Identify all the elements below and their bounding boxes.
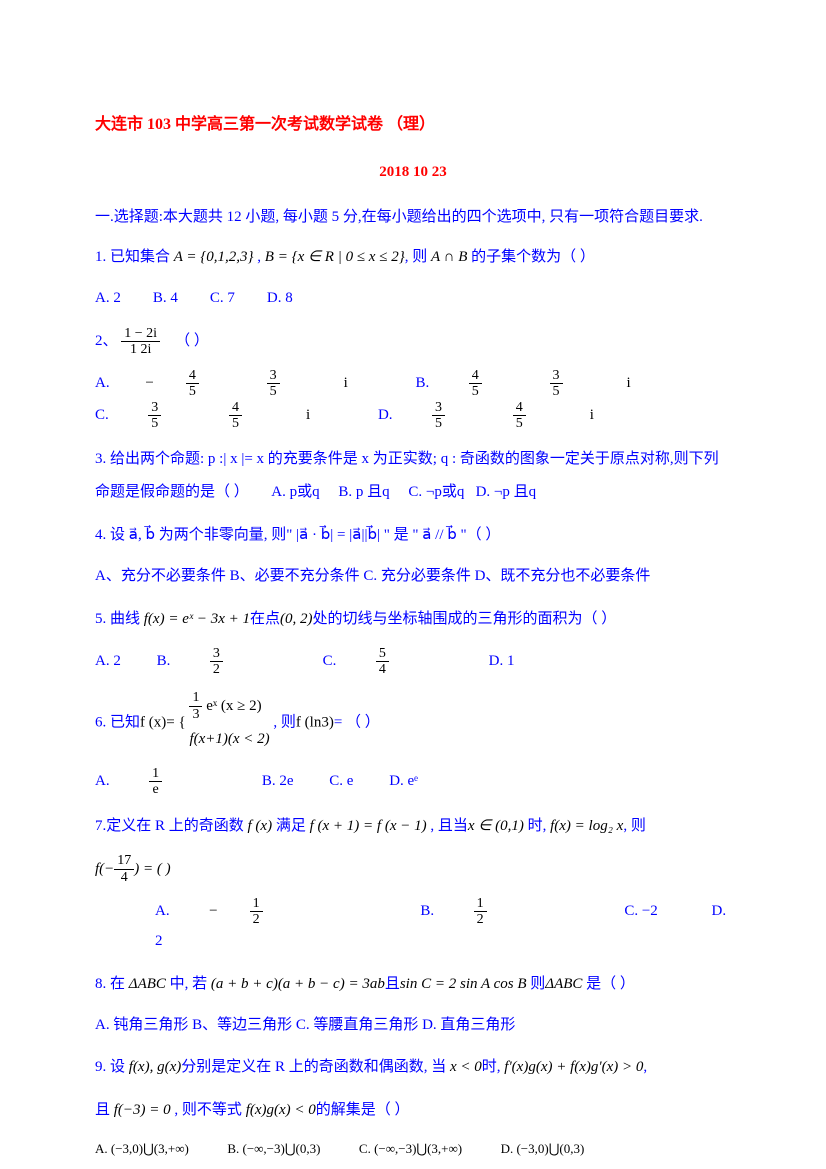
exam-date: 2018 10 23 [95, 158, 731, 187]
question-7: 7.定义在 R 上的奇函数 f (x) 满足 f (x + 1) = f (x … [95, 810, 731, 843]
q9-options: A. (−3,0)⋃(3,+∞) B. (−∞,−3)⋃(0,3) C. (−∞… [95, 1137, 731, 1162]
question-5: 5. 曲线 f(x) = eˣ − 3x + 1在点(0, 2)处的切线与坐标轴… [95, 603, 731, 636]
q5-options: A. 2 B. 32 C. 54 D. 1 [95, 646, 731, 678]
question-8: 8. 在 ΔABC 中, 若 (a + b + c)(a + b − c) = … [95, 968, 731, 1001]
question-6: 6. 已知f (x)= { 13 eˣ (x ≥ 2) f(x+1)(x < 2… [95, 690, 731, 756]
exam-title: 大连市 103 中学高三第一次考试数学试卷 （理） [95, 110, 731, 140]
q8-options: A. 钝角三角形 B、等边三角形 C. 等腰直角三角形 D. 直角三角形 [95, 1011, 731, 1040]
q7-options: A. −12 B. 12 C. −2 D. 2 [95, 896, 731, 956]
question-9b: 且 f(−3) = 0 , 则不等式 f(x)g(x) < 0的解集是（ ） [95, 1094, 731, 1127]
q6-options: A. 1e B. 2e C. e D. eᵉ [95, 766, 731, 798]
q1-options: A. 2B. 4C. 7D. 8 [95, 284, 731, 313]
section-header: 一.选择题:本大题共 12 小题, 每小题 5 分,在每小题给出的四个选项中, … [95, 203, 731, 232]
question-3: 3. 给出两个命题: p :| x |= x 的充要条件是 x 为正实数; q … [95, 443, 731, 509]
q2-options: A. −45 35i B. 45 35i C. 35 45i D. 35 45i [95, 368, 731, 432]
question-7b: f(−174) = ( ) [95, 853, 731, 886]
question-1: 1. 已知集合 A = {0,1,2,3} , B = {x ∈ R | 0 ≤… [95, 241, 731, 274]
question-2: 2、 1 − 2i1 2i （ ） [95, 325, 731, 358]
question-9: 9. 设 f(x), g(x)分别是定义在 R 上的奇函数和偶函数, 当 x <… [95, 1051, 731, 1084]
q4-options: A、充分不必要条件 B、必要不充分条件 C. 充分必要条件 D、既不充分也不必要… [95, 562, 731, 591]
question-4: 4. 设 a⃗, b⃗ 为两个非零向量, 则" |a⃗ · b⃗| = |a⃗|… [95, 519, 731, 552]
